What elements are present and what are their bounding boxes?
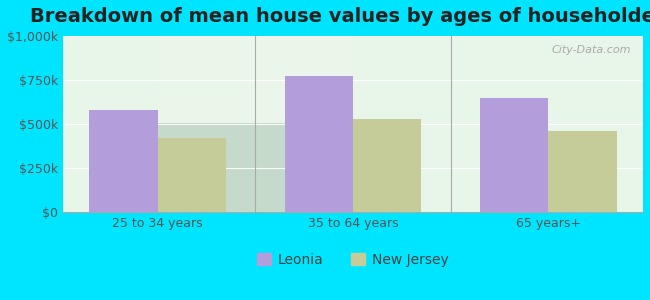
Bar	[549, 131, 617, 212]
Bar	[480, 98, 549, 212]
Bar	[285, 76, 353, 212]
Bar	[353, 119, 421, 212]
Title: Breakdown of mean house values by ages of householders: Breakdown of mean house values by ages o…	[30, 7, 650, 26]
Bar	[89, 110, 158, 212]
Legend: Leonia, New Jersey: Leonia, New Jersey	[252, 247, 454, 272]
Text: City-Data.com: City-Data.com	[552, 45, 631, 55]
Bar	[158, 138, 226, 212]
